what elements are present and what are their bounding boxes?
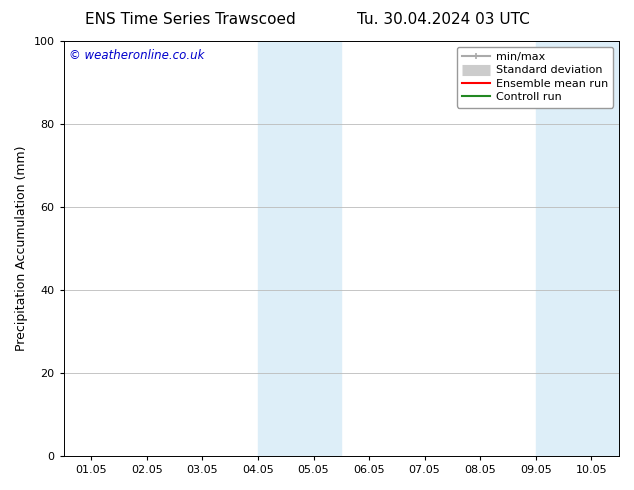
- Y-axis label: Precipitation Accumulation (mm): Precipitation Accumulation (mm): [15, 146, 28, 351]
- Text: ENS Time Series Trawscoed: ENS Time Series Trawscoed: [85, 12, 295, 27]
- Text: © weatheronline.co.uk: © weatheronline.co.uk: [69, 49, 205, 62]
- Bar: [536, 41, 619, 456]
- Bar: [258, 41, 341, 456]
- Legend: min/max, Standard deviation, Ensemble mean run, Controll run: min/max, Standard deviation, Ensemble me…: [456, 47, 614, 108]
- Text: Tu. 30.04.2024 03 UTC: Tu. 30.04.2024 03 UTC: [358, 12, 530, 27]
